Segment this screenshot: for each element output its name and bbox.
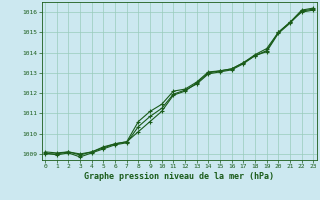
X-axis label: Graphe pression niveau de la mer (hPa): Graphe pression niveau de la mer (hPa) xyxy=(84,172,274,181)
